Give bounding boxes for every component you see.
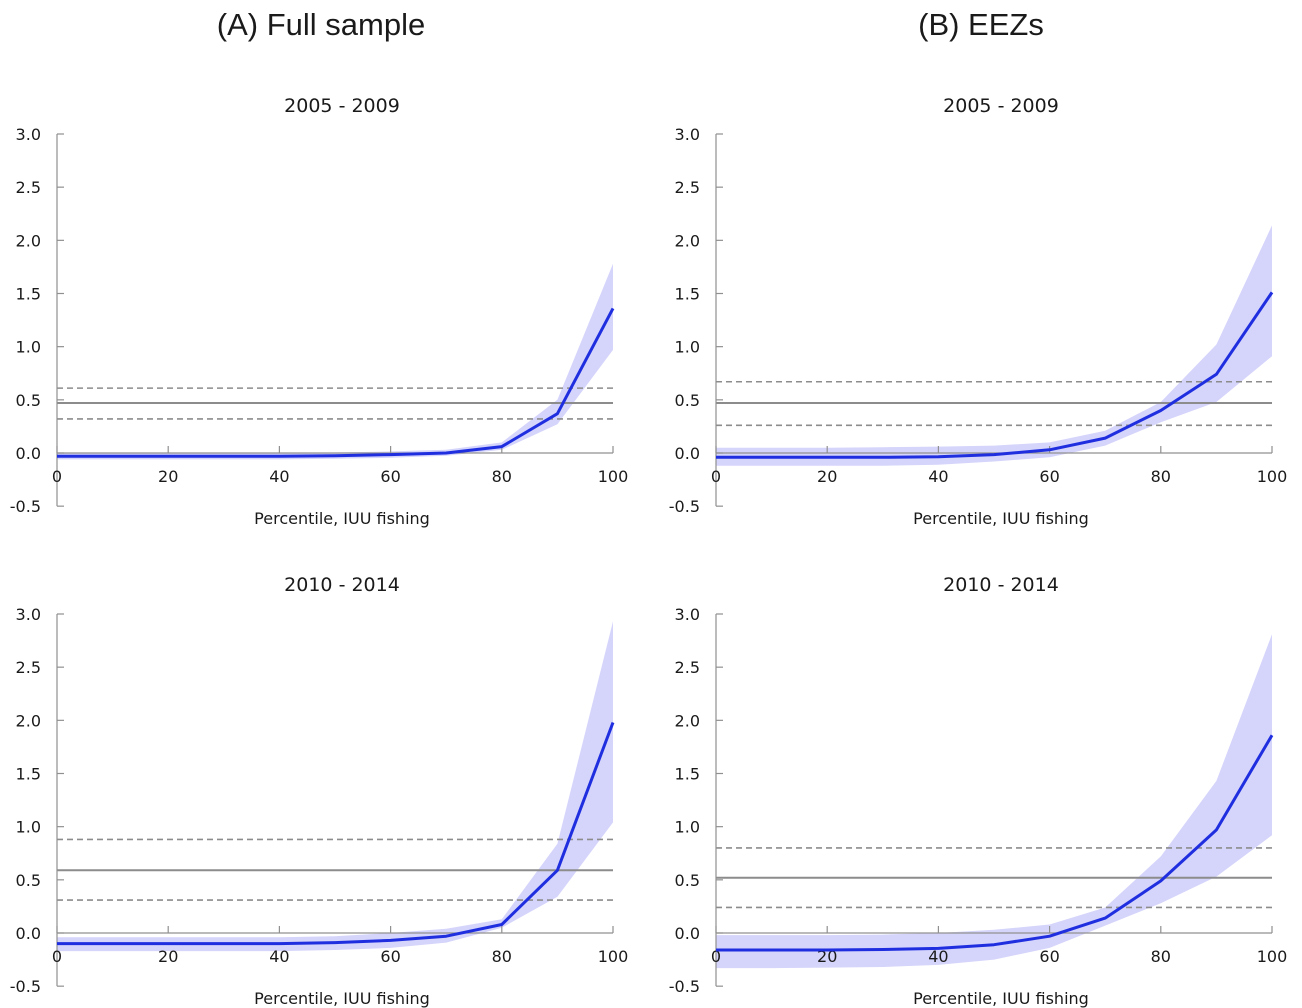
series-line — [716, 291, 1274, 459]
x-tick-label: 0 — [52, 947, 62, 966]
x-tick-label: 100 — [598, 467, 629, 486]
series-line — [57, 721, 615, 946]
chart-panels: 3.02.52.01.51.00.50.0-0.50 20 40 60 80 100200… — [10, 95, 1287, 1008]
x-tick-label: 0 — [52, 467, 62, 486]
confidence-band — [716, 634, 1272, 969]
x-tick-label: 40 — [269, 467, 289, 486]
y-tick-label: -0.5 — [669, 497, 700, 516]
y-tick-label: 2.5 — [675, 658, 700, 677]
y-tick-label: 1.5 — [16, 285, 41, 304]
y-tick-label: 3.0 — [16, 125, 41, 144]
x-tick-label: 20 — [158, 467, 178, 486]
x-tick-label: 60 — [380, 947, 400, 966]
y-tick-label: 2.0 — [16, 231, 41, 250]
chart-panel-4: 3.0 2.5 2.0 1.5 1.0 0.5 0.0 -0.5 0 20 40 60 80 100 201… — [669, 574, 1287, 1008]
y-tick-label: 0.0 — [16, 924, 41, 943]
x-axis-label: Percentile, IUU fishing — [254, 989, 430, 1008]
y-tick-label: 3.0 — [675, 125, 700, 144]
chart-panel-2: 3.0 2.5 2.0 1.5 1.0 0.5 0.0 -0.5 0 20 40 60 80 100 200… — [669, 95, 1287, 528]
y-tick-label: 2.0 — [675, 231, 700, 250]
x-tick-label: 80 — [1151, 947, 1171, 966]
y-tick-label: -0.5 — [10, 977, 41, 996]
y-tick-label: 1.0 — [16, 818, 41, 837]
y-tick-label: 0.0 — [675, 444, 700, 463]
confidence-band — [716, 225, 1272, 466]
chart-panel-3: 3.0 2.5 2.0 1.5 1.0 0.5 0.0 -0.5 0 20 40 60 80 100 201… — [10, 574, 628, 1008]
x-tick-label: 80 — [1151, 467, 1171, 486]
series-line — [716, 734, 1274, 952]
series-line — [57, 307, 615, 458]
y-tick-label: 0.0 — [16, 444, 41, 463]
y-tick-label: 2.5 — [16, 658, 41, 677]
x-tick-label: 60 — [380, 467, 400, 486]
y-tick-label: -0.5 — [10, 497, 41, 516]
panel-title: 2010 - 2014 — [284, 574, 400, 596]
y-tick-label: 0.5 — [675, 871, 700, 890]
x-tick-label: 100 — [1257, 467, 1288, 486]
column-title-eezs: (B) EEZs — [918, 7, 1044, 42]
y-tick-label: 0.5 — [16, 391, 41, 410]
y-tick-label: 2.0 — [675, 711, 700, 730]
column-title-full-sample: (A) Full sample — [217, 7, 425, 42]
y-tick-label: 0.0 — [675, 924, 700, 943]
y-tick-label: 1.0 — [675, 338, 700, 357]
x-tick-label: 60 — [1039, 467, 1059, 486]
y-tick-label: 0.5 — [675, 391, 700, 410]
y-tick-label: 3.0 — [16, 605, 41, 624]
x-axis-label: Percentile, IUU fishing — [913, 509, 1089, 528]
panel-title: 2005 - 2009 — [284, 95, 400, 117]
x-tick-label: 80 — [492, 947, 512, 966]
x-tick-label: 20 — [158, 947, 178, 966]
x-tick-label: 40 — [928, 947, 948, 966]
y-tick-label: -0.5 — [669, 977, 700, 996]
x-tick-label: 20 — [817, 947, 837, 966]
x-axis-label: Percentile, IUU fishing — [254, 509, 430, 528]
x-tick-label: 60 — [1039, 947, 1059, 966]
x-tick-label: 20 — [817, 467, 837, 486]
chart-panel-1: 3.0 2.5 2.0 1.5 1.0 0.5 0.0 -0.5 0 20 40 60 80 100 200… — [10, 95, 628, 528]
y-tick-label: 3.0 — [675, 605, 700, 624]
x-tick-label: 100 — [598, 947, 629, 966]
x-axis-label: Percentile, IUU fishing — [913, 989, 1089, 1008]
panel-title: 2005 - 2009 — [943, 95, 1059, 117]
y-tick-label: 1.0 — [16, 338, 41, 357]
x-tick-label: 100 — [1257, 947, 1288, 966]
y-tick-label: 1.5 — [675, 765, 700, 784]
y-tick-label: 1.0 — [675, 818, 700, 837]
y-tick-label: 2.5 — [16, 178, 41, 197]
confidence-band — [57, 621, 613, 952]
x-tick-label: 80 — [492, 467, 512, 486]
x-tick-label: 0 — [711, 947, 721, 966]
x-tick-label: 40 — [269, 947, 289, 966]
panel-title: 2010 - 2014 — [943, 574, 1059, 596]
x-tick-label: 40 — [928, 467, 948, 486]
y-tick-label: 2.5 — [675, 178, 700, 197]
x-tick-label: 0 — [711, 467, 721, 486]
y-tick-label: 1.5 — [675, 285, 700, 304]
y-tick-label: 0.5 — [16, 871, 41, 890]
y-tick-label: 1.5 — [16, 765, 41, 784]
y-tick-label: 2.0 — [16, 711, 41, 730]
